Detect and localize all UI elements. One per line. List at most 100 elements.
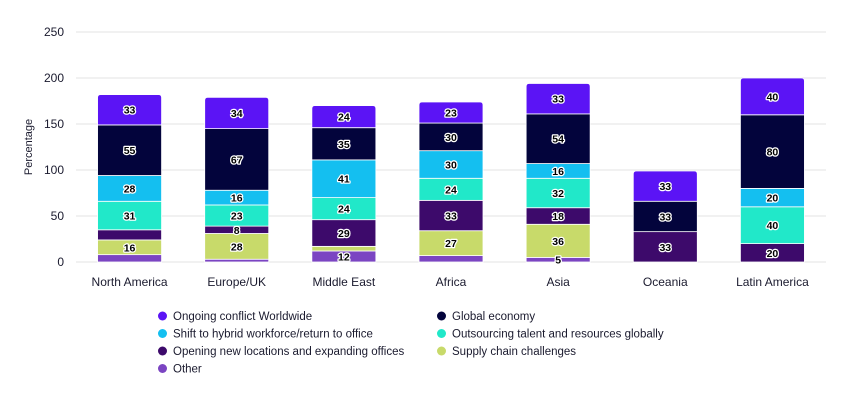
legend-label: Global economy [452, 311, 535, 323]
legend-label: Opening new locations and expanding offi… [173, 346, 404, 358]
legend-item-global-economy: Global economy [437, 311, 535, 323]
data-label-north-america-supply-chain-challenges: 16 [124, 242, 136, 254]
y-tick-label: 150 [44, 117, 64, 131]
data-label-middle-east-shift-to-hybrid-workforce-return-to-office: 41 [338, 174, 350, 186]
bar-africa-ongoing-conflict-worldwide [418, 101, 484, 124]
x-tick-label-oceania: Oceania [643, 275, 688, 289]
data-label-europe-uk-global-economy: 67 [231, 154, 243, 166]
bar-africa-supply-chain-challenges [418, 230, 484, 256]
data-label-middle-east-ongoing-conflict-worldwide: 24 [338, 112, 350, 124]
bar-asia-ongoing-conflict-worldwide [525, 83, 591, 115]
y-tick-label: 0 [57, 255, 64, 269]
data-label-europe-uk-outsourcing-talent-and-resources-globally: 23 [231, 211, 243, 223]
x-tick-label-latin-america: Latin America [736, 275, 809, 289]
bar-africa-opening-new-locations-and-expanding-offices [418, 199, 484, 232]
data-label-oceania-ongoing-conflict-worldwide: 33 [659, 181, 671, 193]
data-label-north-america-shift-to-hybrid-workforce-return-to-office: 28 [124, 183, 136, 195]
data-label-middle-east-opening-new-locations-and-expanding-offices: 29 [338, 228, 350, 240]
data-label-north-america-outsourcing-talent-and-resources-globally: 31 [124, 211, 136, 223]
data-label-asia-ongoing-conflict-worldwide: 33 [552, 94, 564, 106]
legend-item-opening-new-locations-and-expanding-offices: Opening new locations and expanding offi… [158, 346, 404, 358]
data-label-north-america-ongoing-conflict-worldwide: 33 [124, 105, 136, 117]
x-tick-label-asia: Asia [546, 275, 570, 289]
bar-asia-supply-chain-challenges [525, 223, 591, 258]
y-axis-ticks: 0 50 100 150 200 250 [44, 25, 64, 269]
bar-middle-east-ongoing-conflict-worldwide [311, 105, 377, 129]
data-label-europe-uk-shift-to-hybrid-workforce-return-to-office: 16 [231, 193, 243, 205]
data-label-asia-opening-new-locations-and-expanding-offices: 18 [552, 211, 564, 223]
data-label-asia-global-economy: 54 [552, 134, 564, 146]
data-label-europe-uk-supply-chain-challenges: 28 [231, 241, 243, 253]
data-label-latin-america-opening-new-locations-and-expanding-offices: 20 [767, 248, 779, 260]
data-label-middle-east-global-economy: 35 [338, 139, 350, 151]
legend-label: Other [173, 364, 202, 376]
data-label-latin-america-shift-to-hybrid-workforce-return-to-office: 20 [767, 193, 779, 205]
legend-swatch [158, 311, 167, 321]
data-label-middle-east-other: 12 [338, 251, 350, 263]
bar-latin-america-outsourcing-talent-and-resources-globally [740, 206, 805, 245]
bar-north-america-global-economy [97, 124, 162, 176]
bar-middle-east-shift-to-hybrid-workforce-return-to-office [311, 159, 377, 199]
data-label-asia-outsourcing-talent-and-resources-globally: 32 [552, 188, 564, 200]
legend-swatch [158, 346, 167, 356]
legend-swatch [437, 311, 446, 321]
legend-label: Outsourcing talent and resources globall… [452, 329, 664, 341]
bar-africa-global-economy [418, 122, 484, 152]
data-label-africa-opening-new-locations-and-expanding-offices: 33 [445, 211, 457, 223]
legend: Ongoing conflict Worldwide Global economy… [158, 311, 664, 376]
x-tick-label-north-america: North America [92, 275, 168, 289]
data-label-africa-ongoing-conflict-worldwide: 23 [445, 108, 457, 120]
data-label-africa-outsourcing-talent-and-resources-globally: 24 [445, 184, 457, 196]
data-label-middle-east-outsourcing-talent-and-resources-globally: 24 [338, 204, 350, 216]
x-tick-label-europe-uk: Europe/UK [207, 275, 266, 289]
bar-north-america-other [97, 254, 162, 263]
bar-middle-east-supply-chain-challenges [311, 245, 377, 252]
bar-africa-other [418, 255, 484, 263]
bar-north-america-ongoing-conflict-worldwide [97, 94, 162, 126]
data-labels: 16 31 28 55 33 28 8 23 16 67 34 12 29 24 41 35 24 27 33 24 3… [122, 90, 779, 268]
data-label-oceania-global-economy: 33 [659, 211, 671, 223]
legend-item-outsourcing-talent-and-resources-globally: Outsourcing talent and resources globall… [437, 329, 664, 341]
data-label-asia-other: 5 [555, 255, 561, 267]
legend-item-ongoing-conflict-worldwide: Ongoing conflict Worldwide [158, 311, 312, 323]
legend-swatch [158, 329, 167, 338]
legend-label: Ongoing conflict Worldwide [173, 311, 312, 323]
data-label-oceania-opening-new-locations-and-expanding-offices: 33 [659, 242, 671, 254]
bar-oceania-global-economy [632, 200, 698, 233]
bar-asia-global-economy [525, 113, 591, 164]
legend-item-supply-chain-challenges: Supply chain challenges [437, 346, 576, 358]
data-label-africa-supply-chain-challenges: 27 [445, 238, 457, 250]
y-tick-label: 250 [44, 25, 64, 39]
bar-latin-america-ongoing-conflict-worldwide [740, 77, 805, 116]
y-axis-title: Percentage [23, 119, 35, 175]
legend-swatch [158, 364, 167, 373]
data-label-latin-america-ongoing-conflict-worldwide: 40 [767, 91, 779, 103]
bar-north-america-outsourcing-talent-and-resources-globally [97, 200, 162, 231]
x-tick-label-africa: Africa [436, 275, 467, 289]
legend-swatch [437, 346, 446, 356]
bar-asia-outsourcing-talent-and-resources-globally [525, 177, 591, 209]
y-tick-label: 100 [44, 163, 64, 177]
data-label-africa-shift-to-hybrid-workforce-return-to-office: 30 [445, 159, 457, 171]
x-axis-ticks: North America Europe/UK Middle East Africa A… [92, 275, 810, 289]
bar-oceania-ongoing-conflict-worldwide [632, 170, 698, 202]
bar-middle-east-global-economy [311, 127, 377, 161]
bars [97, 77, 805, 263]
legend-item-other: Other [158, 364, 202, 376]
legend-item-shift-to-hybrid-workforce-return-to-office: Shift to hybrid workforce/return to offi… [158, 329, 373, 341]
x-tick-label-middle-east: Middle East [313, 275, 376, 289]
bar-africa-shift-to-hybrid-workforce-return-to-office [418, 150, 484, 179]
data-label-north-america-global-economy: 55 [124, 145, 136, 157]
bar-latin-america-global-economy [740, 114, 805, 189]
bar-europe-uk-ongoing-conflict-worldwide [204, 96, 270, 129]
legend-swatch [437, 329, 446, 338]
y-tick-label: 50 [51, 209, 65, 223]
data-label-asia-supply-chain-challenges: 36 [552, 236, 564, 248]
data-label-latin-america-outsourcing-talent-and-resources-globally: 40 [767, 220, 779, 232]
y-tick-label: 200 [44, 71, 64, 85]
bar-north-america-opening-new-locations-and-expanding-offices [97, 229, 162, 241]
data-label-europe-uk-opening-new-locations-and-expanding-offices: 8 [234, 225, 240, 237]
data-label-africa-global-economy: 30 [445, 132, 457, 144]
bar-europe-uk-global-economy [204, 128, 270, 191]
